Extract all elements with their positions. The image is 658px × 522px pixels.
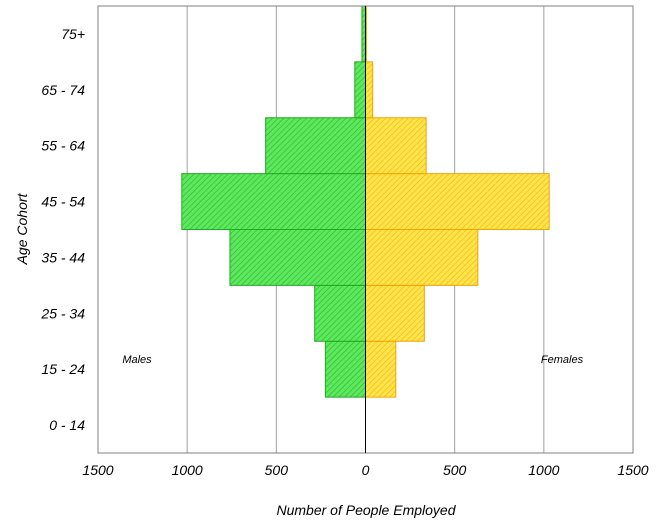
bar-females-1524	[365, 340, 397, 398]
x-tick-label: 500	[265, 462, 289, 478]
bar-males-75	[361, 5, 366, 63]
labels: 1500 1000 500 0 500 1000 1500 0 - 14 15 - 24 25 -…	[14, 26, 649, 518]
bar-males-2534	[314, 284, 366, 342]
bar-females-2534	[365, 284, 425, 342]
bar-males-6574	[354, 61, 366, 119]
bar-females-5564	[365, 117, 427, 175]
y-tick-label: 25 - 34	[40, 305, 85, 321]
y-tick-label: 0 - 14	[49, 417, 85, 433]
x-tick-label: 500	[443, 462, 467, 478]
y-tick-label: 65 - 74	[41, 82, 85, 98]
x-tick-label: 1000	[172, 462, 203, 478]
legend-females: Females	[541, 354, 584, 366]
y-tick-label: 55 - 64	[41, 138, 85, 154]
y-axis-title: Age Cohort	[14, 192, 30, 265]
x-tick-label: 1500	[82, 462, 113, 478]
axes	[97, 5, 634, 454]
bar-females-4554	[365, 173, 550, 230]
x-tick-label: 0	[362, 462, 370, 478]
y-tick-label: 75+	[61, 26, 85, 42]
bar-females-3544	[365, 229, 479, 286]
bars	[181, 5, 550, 398]
bar-males-3544	[229, 229, 366, 286]
bar-females-6574	[365, 61, 374, 119]
y-tick-label: 45 - 54	[41, 194, 85, 210]
bar-males-1524	[324, 340, 366, 398]
bar-males-4554	[181, 173, 366, 230]
y-tick-label: 15 - 24	[41, 361, 85, 377]
x-tick-label: 1500	[617, 462, 648, 478]
bar-males-5564	[265, 117, 366, 175]
x-axis-title: Number of People Employed	[277, 502, 457, 518]
y-tick-label: 35 - 44	[41, 249, 85, 265]
legend-males: Males	[122, 354, 152, 366]
x-tick-label: 1000	[528, 462, 559, 478]
